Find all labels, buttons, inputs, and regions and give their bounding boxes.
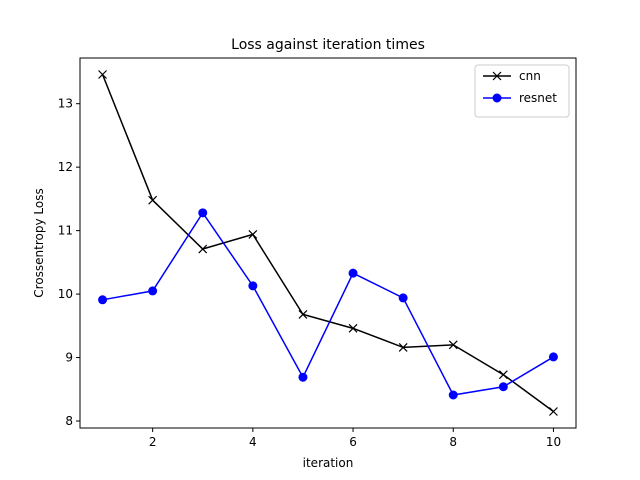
data-point-resnet [98, 295, 108, 305]
chart-title: Loss against iteration times [231, 37, 425, 53]
legend-marker [492, 93, 502, 103]
x-axis-label: iteration [303, 456, 354, 470]
axes-frame [79, 57, 577, 429]
data-point-cnn [549, 407, 558, 416]
x-axis: 2 4 6 8 10 [149, 428, 561, 449]
legend: cnn resnet [474, 64, 570, 118]
series-resnet [98, 208, 558, 400]
y-tick-label: 12 [58, 160, 73, 174]
data-point-cnn [398, 342, 408, 352]
x-tick-label: 8 [449, 435, 457, 449]
data-point-cnn [98, 70, 107, 79]
data-point-resnet [498, 382, 508, 392]
legend-item-cnn: cnn [483, 69, 541, 83]
data-point-cnn [198, 244, 208, 254]
data-point-resnet [398, 293, 408, 303]
plot-area [98, 70, 558, 416]
legend-marker [492, 71, 502, 81]
x-tick-label: 6 [349, 435, 357, 449]
data-point-cnn [248, 230, 258, 239]
series-cnn [98, 70, 558, 416]
y-tick-label: 11 [58, 224, 73, 238]
data-point-cnn [348, 323, 358, 333]
data-point-resnet [448, 390, 458, 400]
data-point-cnn [148, 195, 158, 205]
legend-label: resnet [519, 91, 557, 105]
legend-item-resnet: resnet [483, 91, 557, 105]
x-tick-label: 10 [546, 435, 561, 449]
y-axis-label: Crossentropy Loss [32, 188, 46, 297]
x-tick-label: 2 [149, 435, 157, 449]
y-tick-label: 10 [58, 287, 73, 301]
legend-label: cnn [519, 69, 541, 83]
data-point-cnn [448, 340, 458, 350]
y-tick-label: 9 [65, 351, 73, 365]
x-tick-label: 4 [249, 435, 257, 449]
data-point-resnet [248, 281, 258, 291]
series-line-cnn [101, 74, 554, 413]
data-point-resnet [348, 268, 358, 278]
y-tick-label: 13 [58, 97, 73, 111]
data-point-resnet [298, 372, 308, 382]
y-axis: 8 9 10 11 12 13 [58, 97, 80, 428]
data-point-cnn [298, 309, 308, 319]
series-line-resnet [102, 211, 554, 396]
y-tick-label: 8 [65, 414, 73, 428]
data-point-cnn [498, 370, 508, 380]
data-point-resnet [148, 286, 158, 296]
data-point-resnet [198, 208, 208, 218]
data-point-resnet [548, 352, 558, 362]
